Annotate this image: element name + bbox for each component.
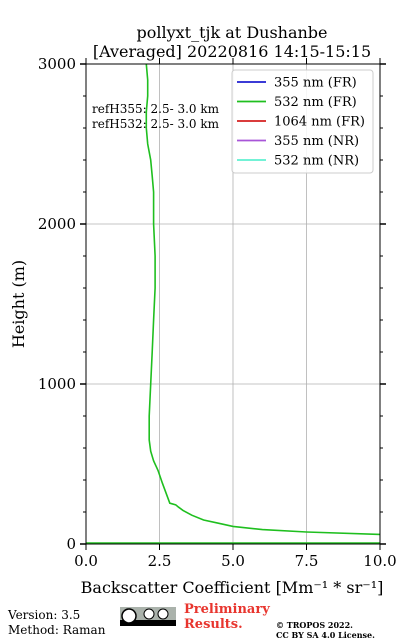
preliminary-notice: Preliminary Results.: [184, 602, 270, 632]
cc-by-sa-badge-icon: [120, 607, 176, 626]
legend-label: 355 nm (FR): [274, 76, 357, 91]
preliminary-line2: Results.: [184, 617, 243, 632]
x-axis-label-text: Backscatter Coefficient [Mm⁻¹ * sr⁻¹]: [81, 578, 384, 597]
copyright-line2: CC BY SA 4.0 License.: [276, 630, 375, 640]
legend-label: 355 nm (NR): [274, 134, 359, 149]
legend-label: 532 nm (FR): [274, 95, 357, 110]
y-tick-label: 3000: [38, 55, 76, 73]
version-text: Version: 3.5: [8, 608, 81, 622]
x-tick-label: 7.5: [295, 552, 319, 570]
chart-title-line1: pollyxt_tjk at Dushanbe: [136, 23, 327, 42]
y-tick-label: 0: [66, 535, 76, 553]
chart-title-line2: [Averaged] 20220816 14:15-15:15: [93, 42, 371, 61]
data-curves: [86, 63, 381, 544]
legend: 355 nm (FR) 532 nm (FR) 1064 nm (FR) 355 nm…: [231, 69, 374, 174]
method-text: Method: Raman: [8, 623, 106, 637]
legend-label: 532 nm (NR): [274, 154, 359, 169]
legend-label: 1064 nm (FR): [274, 115, 365, 130]
annotation-refh532: refH532: 2.5- 3.0 km: [92, 117, 220, 131]
y-tick-label: 2000: [38, 215, 76, 233]
series-line-532-nm-fr-: [145, 63, 381, 536]
x-tick-label: 5.0: [221, 552, 245, 570]
copyright-line1: © TROPOS 2022.: [276, 620, 353, 630]
copyright-notice: © TROPOS 2022. CC BY SA 4.0 License.: [276, 620, 375, 640]
legend-box: [231, 69, 374, 174]
tick-labels: 0.0 2.5 5.0 7.5 10.0 0 1000 2000 3000: [38, 55, 397, 570]
axis-ticks: [80, 58, 386, 550]
annotation-refh355: refH355: 2.5- 3.0 km: [92, 102, 220, 116]
x-tick-label: 10.0: [363, 552, 396, 570]
x-tick-label: 2.5: [148, 552, 172, 570]
x-axis-label: Backscatter Coefficient [Mm⁻¹ * sr⁻¹]: [81, 578, 384, 597]
y-tick-label: 1000: [38, 375, 76, 393]
y-axis-label: Height (m): [9, 260, 28, 348]
preliminary-line1: Preliminary: [184, 602, 270, 617]
x-tick-label: 0.0: [74, 552, 98, 570]
